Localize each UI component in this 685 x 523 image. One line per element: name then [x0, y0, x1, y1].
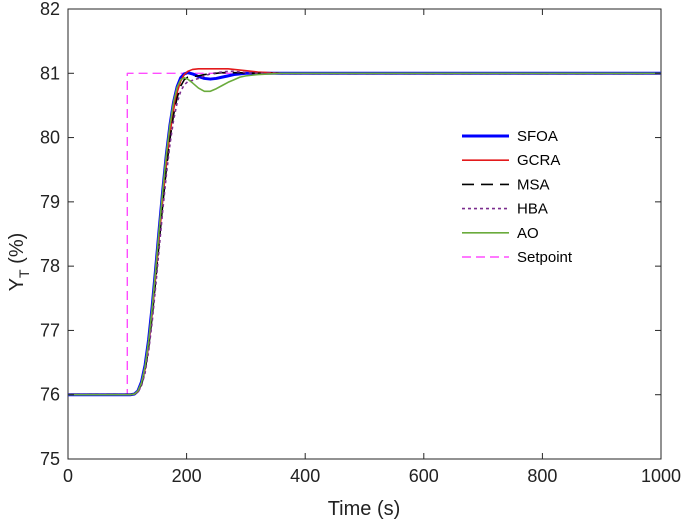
y-tick-label: 81	[40, 63, 60, 83]
legend-label-msa: MSA	[517, 176, 550, 193]
y-tick-label: 80	[40, 128, 60, 148]
x-tick-label: 0	[63, 466, 73, 486]
axis-ticks: 0 200 400 600 800 1000 75 76 77 78 79 80 81 82	[40, 0, 681, 486]
series-layer	[68, 67, 661, 397]
y-tick-label: 82	[40, 0, 60, 19]
legend-label-ao: AO	[517, 225, 539, 242]
y-tick-label: 75	[40, 449, 60, 469]
y-axis-label: YT (%)	[6, 233, 32, 292]
y-tick-label: 79	[40, 192, 60, 212]
legend: SFOA GCRA MSA HBA AO Setpoint	[452, 122, 592, 274]
y-axis-label-subscript: T	[16, 269, 32, 278]
x-tick-label: 600	[409, 466, 439, 486]
legend-label-setpoint: Setpoint	[517, 249, 573, 266]
series-line-ao	[68, 72, 661, 396]
legend-label-sfoa: SFOA	[517, 128, 558, 145]
x-tick-label: 200	[172, 466, 202, 486]
x-tick-label: 400	[290, 466, 320, 486]
legend-label-hba: HBA	[517, 201, 548, 218]
series-line-hba	[68, 70, 661, 396]
axis-labels: Time (s) YT (%)	[6, 233, 400, 520]
legend-box	[452, 122, 592, 274]
x-tick-label: 1000	[641, 466, 681, 486]
y-tick-label: 77	[40, 320, 60, 340]
legend-label-gcra: GCRA	[517, 152, 560, 169]
x-axis-label: Time (s)	[328, 498, 401, 520]
y-tick-label: 76	[40, 385, 60, 405]
y-tick-label: 78	[40, 256, 60, 276]
x-tick-label: 800	[527, 466, 557, 486]
y-axis-label-main: Y	[6, 278, 28, 291]
y-axis-label-unit: (%)	[6, 233, 28, 270]
